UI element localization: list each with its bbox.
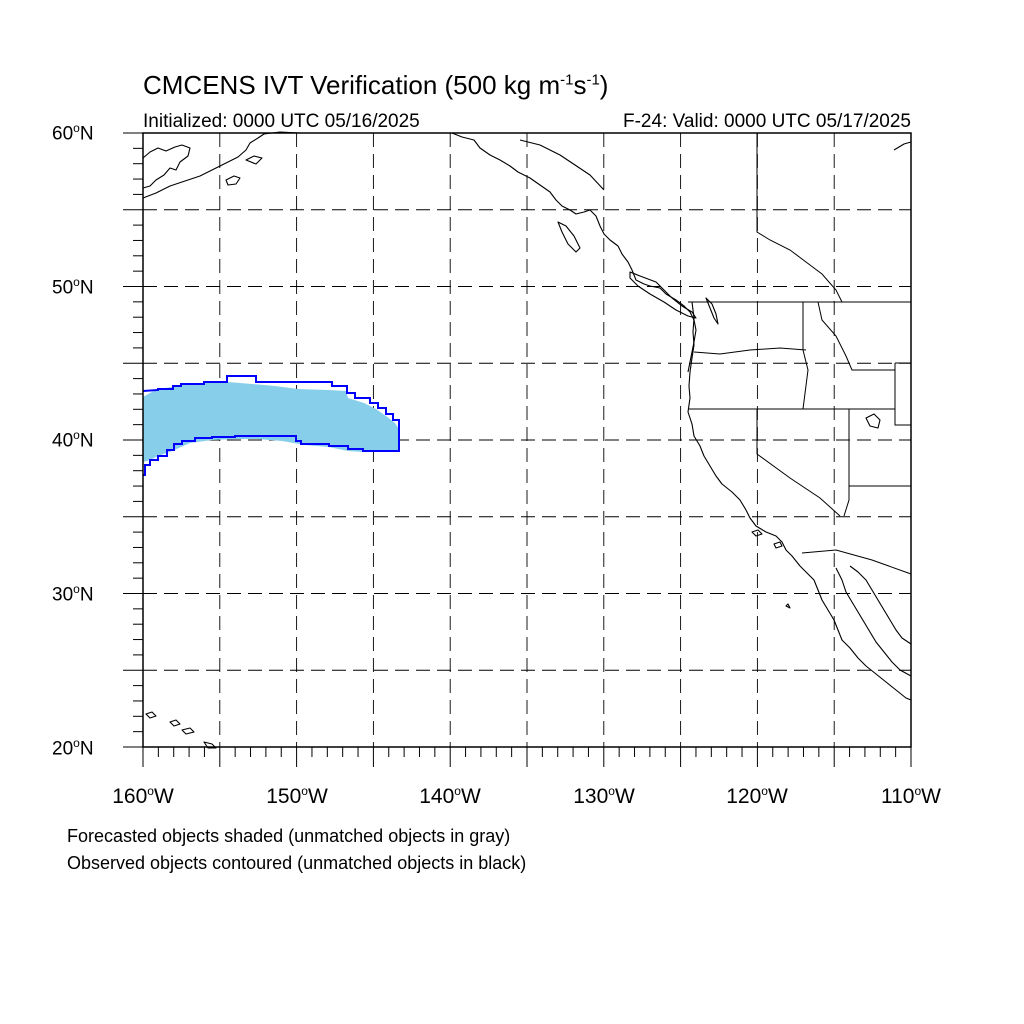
legend-observed-note: Observed objects contoured (unmatched ob…: [67, 853, 527, 873]
bc-border-coast: [519, 139, 605, 191]
hawaii-island-3: [181, 727, 195, 735]
baja-east-coast: [835, 567, 912, 677]
great-salt-lake: [865, 413, 881, 429]
lat-label-40n: 40oN: [52, 428, 94, 452]
valid-time-label: F-24: Valid: 0000 UTC 05/17/2025: [623, 111, 911, 132]
lon-label-110w: 110oW: [881, 784, 941, 808]
hawaii-island-1: [145, 711, 157, 719]
lon-label-130w: 130oW: [573, 784, 635, 808]
lon-label-160w: 160oW: [112, 784, 174, 808]
map-frame: [142, 132, 912, 748]
forecast-ivt-object: [143, 382, 399, 462]
hawaii-island-2: [169, 719, 181, 727]
lon-label-120w: 120oW: [726, 784, 788, 808]
political-borders: [688, 133, 912, 575]
us-mexico-border: [801, 549, 912, 575]
alaska-canada-border: [756, 133, 843, 303]
alaska-coastline: [142, 144, 191, 189]
lat-label-20n: 20oN: [52, 736, 94, 760]
lon-label-140w: 140oW: [419, 784, 481, 808]
east-coast-alaska-edge: [893, 141, 912, 151]
alaska-island-2: [245, 155, 263, 165]
us-west-coast: [687, 301, 912, 701]
observed-ivt-contour: [142, 375, 400, 476]
haida-gwaii: [557, 221, 581, 253]
alaska-panhandle: [451, 132, 697, 373]
puget-sound: [705, 297, 719, 325]
lat-label-30n: 30oN: [52, 582, 94, 606]
init-time-label: Initialized: 0000 UTC 05/16/2025: [143, 111, 420, 132]
chart-title: CMCENS IVT Verification (500 kg m-1s-1): [143, 70, 609, 100]
id-mt-border: [817, 301, 895, 371]
alaska-coastline-2: [142, 131, 301, 199]
legend-forecast-note: Forecasted objects shaded (unmatched obj…: [67, 826, 511, 846]
lat-label-60n: 60oN: [52, 121, 94, 145]
axis-ticks: [123, 132, 912, 767]
nv-az-border: [843, 409, 850, 517]
mainland-mexico-coast: [849, 565, 912, 645]
ca-nv-border: [756, 409, 841, 517]
graticule: [143, 133, 911, 747]
ut-border: [894, 362, 911, 426]
lon-label-150w: 150oW: [266, 784, 328, 808]
alaska-island-1: [225, 175, 241, 186]
coastlines: [142, 131, 912, 749]
channel-islands: [751, 529, 791, 609]
hawaii-island-4: [203, 741, 217, 749]
vancouver-island: [629, 271, 697, 319]
idaho-west-border: [802, 302, 809, 410]
lat-label-50n: 50oN: [52, 275, 94, 299]
wa-or-border: [693, 347, 807, 355]
